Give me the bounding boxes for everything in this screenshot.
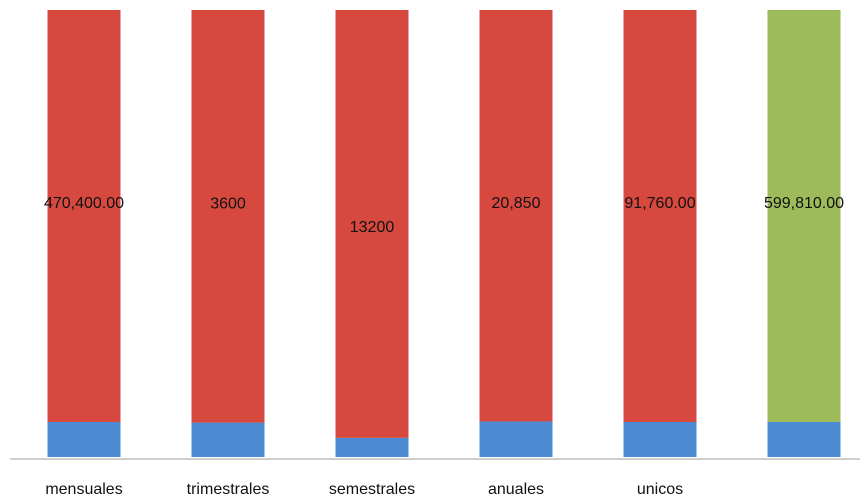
bar-segment [767, 421, 841, 457]
value-label: 3600 [210, 196, 246, 213]
value-label: 91,760.00 [624, 195, 695, 212]
bar-segment [47, 10, 121, 422]
x-tick-label: semestrales [329, 481, 415, 497]
x-tick-label: trimestrales [187, 481, 270, 497]
bar-segment [335, 10, 409, 438]
bar-segment [623, 10, 697, 422]
bar-segment [767, 10, 841, 422]
bar-segment [479, 10, 553, 422]
bar-segment [623, 421, 697, 457]
bar-segment [191, 422, 265, 457]
value-label: 599,810.00 [764, 195, 844, 212]
bar-segment [335, 437, 409, 457]
bar-segment [191, 10, 265, 423]
value-label: 20,850 [492, 195, 541, 212]
bar-segment [479, 421, 553, 457]
value-label: 13200 [350, 219, 395, 236]
value-label: 470,400.00 [44, 195, 124, 212]
x-tick-label: anuales [488, 481, 544, 497]
x-tick-label: unicos [637, 481, 683, 497]
bar-segment [47, 421, 121, 457]
x-tick-label: mensuales [45, 481, 122, 497]
